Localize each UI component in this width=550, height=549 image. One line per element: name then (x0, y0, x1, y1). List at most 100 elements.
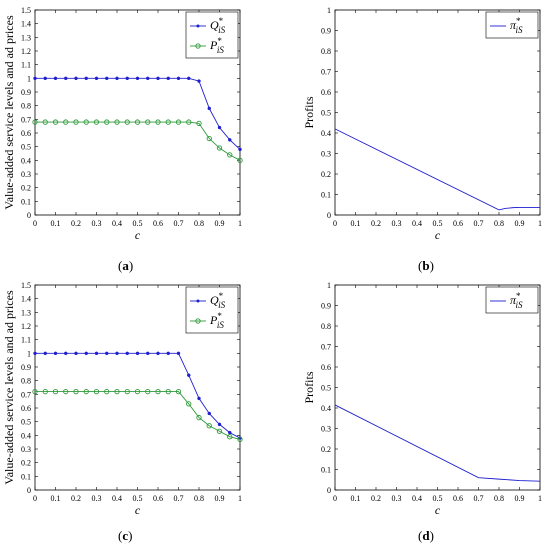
panel-c-data-point (156, 351, 160, 356)
panel-c-y-tick-label: 1 (27, 349, 31, 358)
panel-a-y-tick-label: 0.8 (21, 102, 31, 111)
panel-a-data-point (125, 76, 129, 81)
panel-d-x-tick-label: 0.5 (433, 494, 443, 503)
panel-a-data-point (115, 76, 119, 81)
panel-c-x-tick-label: 0.9 (215, 494, 225, 503)
panel-c-y-tick-label: 1.2 (21, 322, 31, 331)
panel-b-y-tick-label: 0.7 (321, 68, 331, 77)
panel-c-legend-label: P* iS (209, 311, 224, 330)
panel-a-data-point (207, 106, 211, 111)
panel-a-data-point (73, 119, 79, 125)
panel-c-data-point (145, 388, 151, 395)
panel-c-data-point (73, 388, 79, 395)
panel-d-x-tick-label: 0.2 (371, 494, 381, 503)
panel-c-data-point (175, 388, 182, 395)
panel-a-data-point (186, 119, 192, 125)
panel-c-y-tick-label: 1.3 (21, 308, 31, 317)
panel-d-y-tick-label: 0 (327, 486, 331, 495)
panel-a-x-axis-label: c (135, 228, 141, 242)
panel-a-legend-box (185, 11, 239, 59)
panel-a-x-tick-label: 1 (238, 219, 242, 228)
panel-c-legend-marker (196, 299, 200, 303)
caption-c-letter: c (122, 528, 129, 543)
panel-a-data-point (93, 119, 100, 125)
panel-a-data-point (53, 76, 58, 81)
panel-c-data-point (105, 351, 109, 356)
panel-c-series-line (35, 391, 241, 440)
panel-c-data-point (228, 430, 232, 435)
panel-c-data-point (114, 388, 120, 395)
panel-c-data-point (146, 351, 150, 356)
panel-c-data-point (216, 428, 223, 434)
panel-d-y-tick-label: 0.2 (321, 445, 331, 454)
panel-c-data-point (32, 388, 38, 395)
panel-d-x-tick-label: 0.6 (453, 494, 463, 503)
panel-a-data-point (94, 76, 99, 81)
panel-a-x-tick-label: 0.7 (174, 219, 184, 228)
panel-b-x-tick-label: 0.1 (351, 219, 361, 228)
panel-c-data-point (187, 373, 191, 377)
panel-c-data-point (52, 388, 59, 395)
panel-a-data-point (175, 119, 182, 125)
panel-a-y-tick-label: 0.1 (21, 197, 31, 206)
panel-a-x-tick-label: 0.4 (112, 219, 122, 228)
panel-a-data-point (237, 157, 243, 163)
panel-a-legend-marker (195, 43, 201, 49)
panel-b-x-tick-label: 0.7 (474, 219, 484, 228)
panel-c-y-tick-label: 0.2 (21, 459, 31, 468)
panel-a-data-point (134, 119, 141, 125)
panel-c-data-point (135, 351, 140, 356)
panel-a-x-tick-label: 0.9 (215, 219, 225, 228)
panel-a-data-point (196, 120, 202, 127)
panel-a-chart: 0 0.1 0.2 0.3 0.4 0.5 0.6 0.7 0.8 0.9 1 0 0.1 0.2 0.3 0… (2, 6, 243, 242)
panel-c-y-tick-label: 0.9 (21, 363, 31, 372)
panel-a-y-tick-label: 0.5 (21, 143, 31, 152)
caption-a-letter: a (122, 258, 129, 273)
panel-c-data-point (93, 388, 100, 395)
panel-a-x-tick-label: 0.5 (133, 219, 143, 228)
panel-c-data-point (64, 351, 68, 356)
panel-c-data-point (74, 351, 78, 356)
panel-a-x-tick-label: 0.1 (51, 219, 61, 228)
panel-c-data-point (83, 388, 89, 395)
panel-c-x-tick-label: 0.4 (112, 494, 122, 503)
panel-a-data-point (155, 119, 161, 125)
panel-d-x-tick-label: 0.7 (474, 494, 484, 503)
panel-a-data-point (64, 76, 68, 81)
panel-c-data-point (104, 388, 110, 395)
panel-b-x-tick-label: 0.2 (371, 219, 381, 228)
panel-a-data-point (104, 119, 110, 125)
panel-a-x-tick-label: 0.2 (71, 219, 81, 228)
panel-a-y-tick-label: 0.6 (21, 129, 31, 138)
panel-c-legend-marker (195, 318, 201, 324)
panel-c-x-axis-label: c (135, 503, 141, 517)
panel-a-legend-label: Q* iS (210, 16, 226, 35)
panel-c-x-tick-label: 0.8 (194, 494, 204, 503)
panel-d-y-tick-label: 1 (327, 281, 331, 290)
panel-c-data-point (42, 388, 48, 395)
panel-d-y-tick-label: 0.3 (321, 425, 331, 434)
panel-c-data-point (134, 388, 141, 395)
panel-c-x-tick-label: 1 (238, 494, 242, 503)
panel-a-y-tick-label: 0.9 (21, 88, 31, 97)
panel-c-data-point (125, 351, 129, 356)
panel-b-x-tick-label: 0.3 (392, 219, 402, 228)
panel-a-y-tick-label: 1.1 (21, 61, 31, 70)
panel-c-x-tick-label: 0.7 (174, 494, 184, 503)
panel-a-y-tick-label: 0.7 (21, 115, 31, 124)
panel-a-data-point (63, 119, 69, 125)
panel-b-y-tick-label: 0.9 (321, 27, 331, 36)
panel-a-y-axis-label: Value-added service levels and ad prices (2, 15, 16, 210)
panel-b-y-tick-label: 0.4 (321, 129, 331, 138)
panel-a-data-point (33, 76, 37, 81)
panel-d-x-tick-label: 0.8 (494, 494, 504, 503)
panel-c-data-point (43, 351, 47, 356)
panel-c-data-point (227, 434, 233, 440)
panel-c-y-tick-label: 0.3 (21, 445, 31, 454)
panel-b-y-tick-label: 0.8 (321, 47, 331, 56)
panel-d-y-tick-label: 0.8 (321, 322, 331, 331)
panel-a-data-point (228, 138, 232, 142)
panel-d-x-tick-label: 0 (333, 494, 337, 503)
panel-a-data-point (52, 119, 59, 125)
